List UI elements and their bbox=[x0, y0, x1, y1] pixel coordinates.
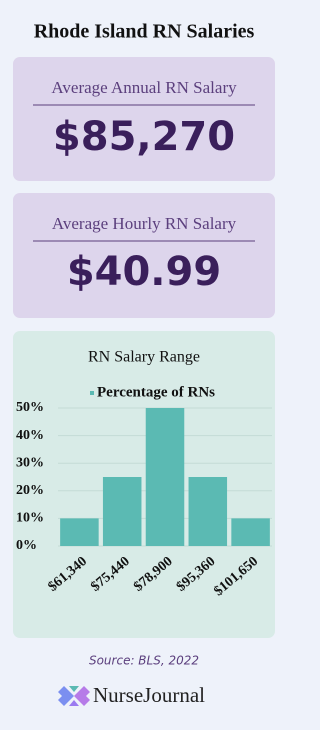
card-label: Average Hourly RN Salary bbox=[52, 214, 237, 233]
y-tick-label: 20% bbox=[16, 483, 44, 498]
bar bbox=[188, 477, 228, 546]
source: Source: BLS, 2022 bbox=[89, 654, 199, 668]
legend-swatch bbox=[90, 391, 94, 395]
page: Rhode Island RN Salaries Average Annual … bbox=[13, 20, 275, 707]
card-label: Average Annual RN Salary bbox=[51, 78, 237, 97]
y-tick-label: 50% bbox=[16, 400, 44, 415]
card-value: $40.99 bbox=[67, 249, 221, 295]
card bbox=[13, 193, 275, 318]
bar bbox=[102, 477, 142, 546]
card bbox=[13, 57, 275, 181]
bar bbox=[145, 408, 185, 546]
card-value: $85,270 bbox=[53, 114, 235, 160]
infographic: Rhode Island RN Salaries Average Annual … bbox=[13, 20, 275, 707]
plot: 0%10%20%30%40%50%Percentage of RNs$61,34… bbox=[16, 384, 272, 599]
y-tick-label: 30% bbox=[16, 455, 44, 470]
y-tick-label: 10% bbox=[16, 511, 44, 526]
legend-label: Percentage of RNs bbox=[97, 384, 215, 400]
y-tick-label: 0% bbox=[16, 538, 37, 553]
brand: NurseJournal bbox=[93, 683, 205, 707]
logo-icon bbox=[58, 686, 90, 706]
bar bbox=[60, 518, 99, 546]
page-title: Rhode Island RN Salaries bbox=[34, 21, 255, 43]
chart-title: RN Salary Range bbox=[88, 349, 200, 366]
y-tick-label: 40% bbox=[16, 428, 44, 443]
bar bbox=[231, 518, 270, 546]
